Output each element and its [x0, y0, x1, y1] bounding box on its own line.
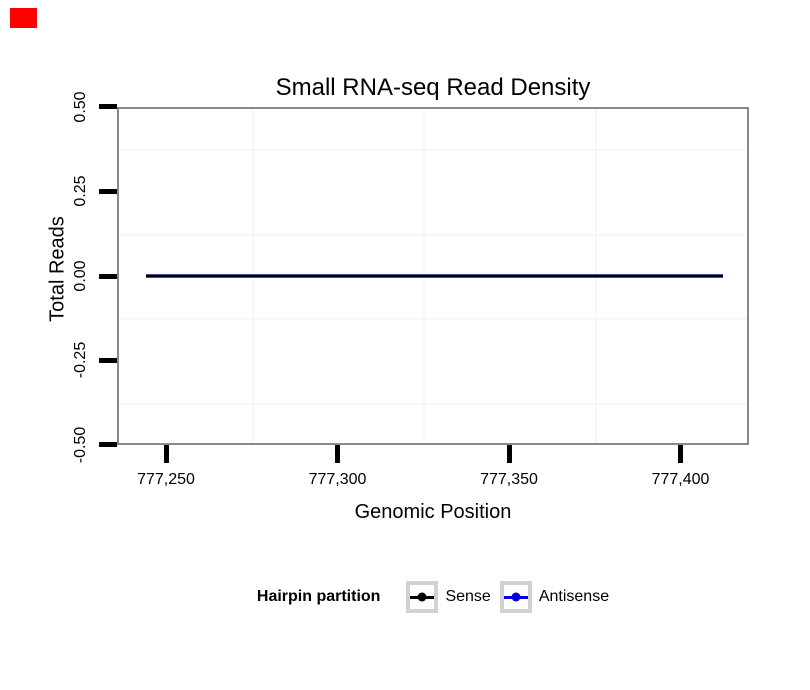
x-tick-label: 777,350: [480, 471, 538, 488]
y-tick-label: 0.25: [72, 175, 89, 207]
y-tick-label: 0.00: [72, 260, 89, 292]
minor-gridline-h: [119, 403, 747, 405]
x-tick-label: 777,300: [308, 471, 367, 488]
y-axis-tick: [99, 189, 117, 194]
legend-label-sense: Sense: [445, 588, 491, 605]
y-tick-label: -0.25: [72, 341, 89, 379]
y-axis-title: Total Reads: [46, 216, 69, 322]
legend: Hairpin partition Sense Antisense: [117, 581, 749, 613]
x-tick-label: 777,250: [137, 471, 195, 488]
legend-key-sense: [406, 581, 439, 613]
y-axis-tick: [99, 358, 117, 363]
y-axis-tick: [99, 104, 117, 109]
x-axis-tick: [335, 445, 340, 463]
x-axis-title: Genomic Position: [354, 501, 512, 523]
legend-title: Hairpin partition: [256, 588, 381, 605]
y-axis-tick: [99, 442, 117, 447]
minor-gridline-h: [119, 234, 747, 236]
x-tick-label: 777,400: [651, 471, 710, 488]
legend-key-antisense: [499, 581, 532, 613]
chart-title: Small RNA-seq Read Density: [275, 74, 591, 101]
y-tick-label: -0.50: [72, 426, 89, 464]
read-density-line: [146, 274, 723, 278]
plot-panel: [117, 107, 749, 445]
legend-label-antisense: Antisense: [538, 588, 610, 605]
minor-gridline-h: [119, 318, 747, 320]
y-axis-tick: [99, 274, 117, 279]
x-axis-tick: [678, 445, 683, 463]
minor-gridline-h: [119, 149, 747, 151]
red-annotation-marker: [10, 8, 37, 28]
x-axis-tick: [164, 445, 169, 463]
y-tick-label: 0.50: [72, 91, 89, 123]
point-glyph-antisense: [511, 592, 521, 602]
x-axis-tick: [507, 445, 512, 463]
point-glyph-sense: [417, 592, 427, 602]
